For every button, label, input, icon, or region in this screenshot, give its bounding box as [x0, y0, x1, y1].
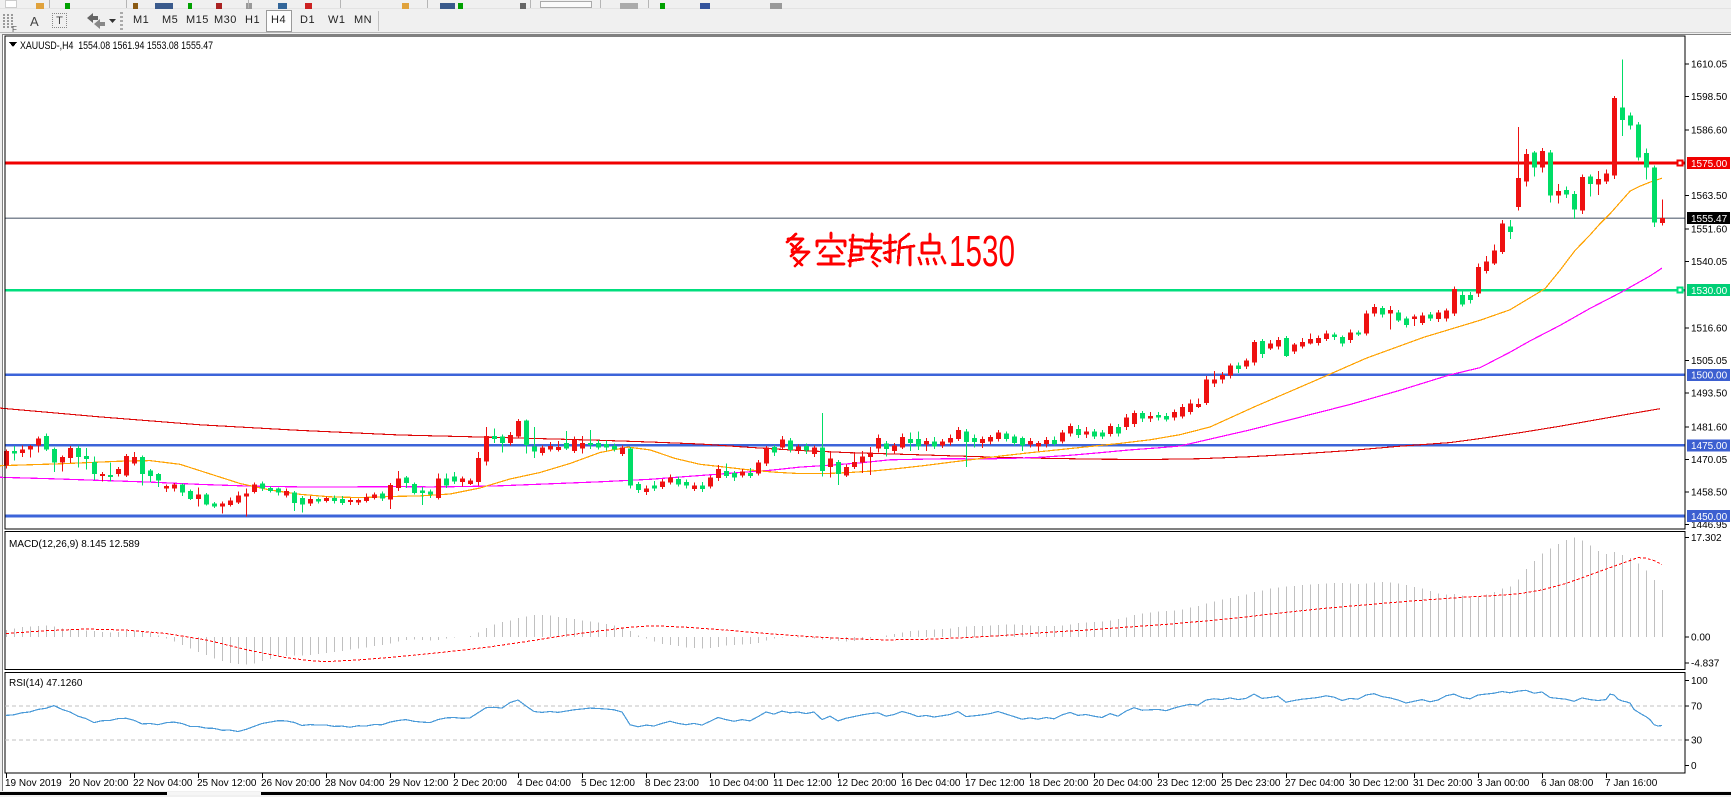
svg-text:20 Nov 20:00: 20 Nov 20:00 [69, 778, 129, 789]
svg-text:0.00: 0.00 [1691, 633, 1711, 644]
svg-text:1551.60: 1551.60 [1691, 225, 1728, 236]
svg-text:25 Nov 12:00: 25 Nov 12:00 [197, 778, 257, 789]
svg-text:5 Dec 12:00: 5 Dec 12:00 [581, 778, 635, 789]
svg-text:0: 0 [1691, 761, 1697, 772]
svg-text:1610.05: 1610.05 [1691, 60, 1728, 71]
svg-text:8 Dec 23:00: 8 Dec 23:00 [645, 778, 699, 789]
svg-text:100: 100 [1691, 676, 1708, 687]
svg-text:27 Dec 04:00: 27 Dec 04:00 [1285, 778, 1345, 789]
svg-text:1475.00: 1475.00 [1691, 441, 1728, 452]
svg-text:16 Dec 04:00: 16 Dec 04:00 [901, 778, 961, 789]
svg-text:1575.00: 1575.00 [1691, 159, 1728, 170]
svg-text:23 Dec 12:00: 23 Dec 12:00 [1157, 778, 1217, 789]
svg-text:1458.50: 1458.50 [1691, 488, 1728, 499]
svg-text:12 Dec 20:00: 12 Dec 20:00 [837, 778, 897, 789]
svg-text:17.302: 17.302 [1691, 533, 1722, 544]
svg-text:1586.60: 1586.60 [1691, 126, 1728, 137]
svg-text:MACD(12,26,9) 8.145 12.589: MACD(12,26,9) 8.145 12.589 [9, 539, 140, 550]
svg-text:1530: 1530 [949, 227, 1015, 276]
svg-text:30: 30 [1691, 736, 1703, 747]
svg-text:11 Dec 12:00: 11 Dec 12:00 [773, 778, 832, 789]
svg-text:1563.50: 1563.50 [1691, 191, 1728, 202]
svg-text:18 Dec 20:00: 18 Dec 20:00 [1029, 778, 1089, 789]
svg-text:10 Dec 04:00: 10 Dec 04:00 [709, 778, 769, 789]
svg-text:1516.60: 1516.60 [1691, 323, 1728, 334]
svg-text:22 Nov 04:00: 22 Nov 04:00 [133, 778, 193, 789]
svg-text:1470.05: 1470.05 [1691, 455, 1728, 466]
svg-text:1555.47: 1555.47 [1691, 214, 1728, 225]
svg-text:30 Dec 12:00: 30 Dec 12:00 [1349, 778, 1409, 789]
svg-text:70: 70 [1691, 702, 1703, 713]
svg-text:1500.00: 1500.00 [1691, 371, 1728, 382]
svg-text:1446.95: 1446.95 [1691, 520, 1728, 531]
svg-text:XAUUSD-,H4 1554.08 1561.94 15: XAUUSD-,H4 1554.08 1561.94 1553.08 1555.… [20, 40, 213, 52]
svg-text:1540.05: 1540.05 [1691, 257, 1728, 268]
svg-text:1493.50: 1493.50 [1691, 389, 1728, 400]
svg-text:-4.837: -4.837 [1691, 659, 1720, 670]
svg-text:1530.00: 1530.00 [1691, 286, 1728, 297]
svg-text:1598.50: 1598.50 [1691, 92, 1728, 103]
svg-text:31 Dec 20:00: 31 Dec 20:00 [1413, 778, 1473, 789]
svg-text:29 Nov 12:00: 29 Nov 12:00 [389, 778, 449, 789]
svg-text:25 Dec 23:00: 25 Dec 23:00 [1221, 778, 1281, 789]
svg-text:7 Jan 16:00: 7 Jan 16:00 [1605, 778, 1658, 789]
svg-text:19 Nov 2019: 19 Nov 2019 [5, 778, 62, 789]
svg-text:20 Dec 04:00: 20 Dec 04:00 [1093, 778, 1153, 789]
svg-text:17 Dec 12:00: 17 Dec 12:00 [965, 778, 1025, 789]
svg-text:1450.00: 1450.00 [1691, 512, 1728, 523]
svg-text:1481.60: 1481.60 [1691, 422, 1728, 433]
svg-text:28 Nov 04:00: 28 Nov 04:00 [325, 778, 385, 789]
svg-text:3 Jan 00:00: 3 Jan 00:00 [1477, 778, 1530, 789]
svg-text:4 Dec 04:00: 4 Dec 04:00 [517, 778, 571, 789]
svg-text:RSI(14) 47.1260: RSI(14) 47.1260 [9, 678, 83, 689]
svg-text:1505.05: 1505.05 [1691, 356, 1728, 367]
svg-text:6 Jan 08:00: 6 Jan 08:00 [1541, 778, 1594, 789]
svg-text:26 Nov 20:00: 26 Nov 20:00 [261, 778, 321, 789]
svg-text:2 Dec 20:00: 2 Dec 20:00 [453, 778, 507, 789]
